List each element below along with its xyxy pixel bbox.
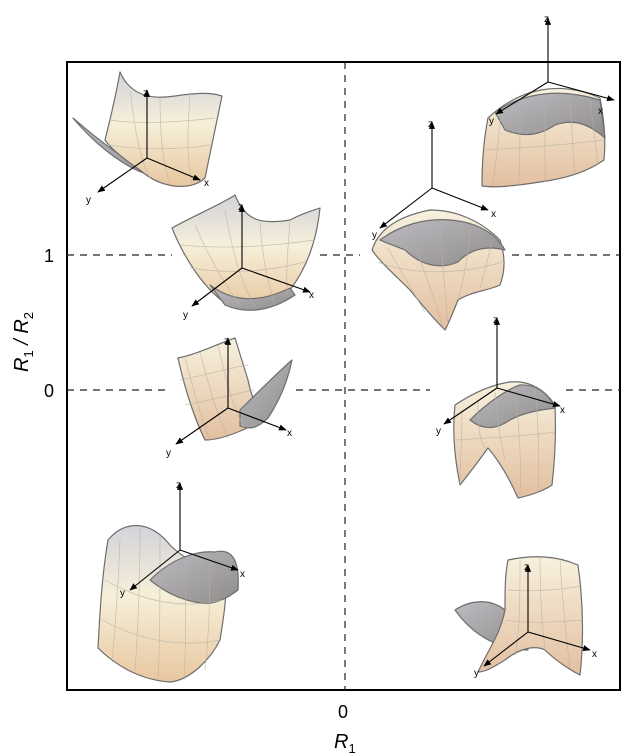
- surface-cap-top-right: [481, 87, 606, 188]
- svg-text:x: x: [309, 290, 314, 301]
- svg-text:x: x: [204, 178, 209, 189]
- svg-text:y: y: [86, 195, 91, 206]
- axes3d-left-middle: z x y: [166, 336, 292, 459]
- plot-frame: [66, 61, 621, 691]
- surface-dome-upper-right: [371, 209, 506, 331]
- svg-text:x: x: [560, 405, 565, 416]
- svg-text:x: x: [287, 428, 292, 439]
- axes3d-right-middle: z x y: [436, 315, 565, 437]
- svg-text:x: x: [598, 106, 603, 117]
- svg-text:y: y: [183, 310, 188, 321]
- svg-text:z: z: [143, 88, 148, 99]
- svg-text:x: x: [240, 569, 245, 580]
- svg-text:z: z: [428, 119, 433, 130]
- axes3d-bottom-right: z x y: [474, 562, 597, 679]
- surface-saddle-bottom-left: [97, 525, 239, 683]
- surface-bowl-upper-left: [171, 194, 321, 311]
- svg-text:x: x: [592, 649, 597, 660]
- svg-text:y: y: [436, 426, 441, 437]
- y-tick-0: 0: [44, 381, 54, 401]
- axes3d-upper-left: z x y: [183, 202, 314, 321]
- svg-text:y: y: [474, 668, 479, 679]
- surface-saddle-bottom-right: [454, 555, 584, 676]
- y-tick-1: 1: [44, 246, 54, 266]
- svg-text:z: z: [493, 315, 498, 326]
- surface-flat-trough-left-middle: [177, 337, 293, 441]
- svg-text:z: z: [524, 562, 529, 573]
- svg-text:z: z: [238, 202, 243, 213]
- axes3d-upper-right: z x y: [372, 119, 496, 241]
- svg-text:y: y: [489, 116, 494, 127]
- svg-text:z: z: [176, 480, 181, 491]
- svg-text:x: x: [491, 209, 496, 220]
- svg-text:y: y: [120, 588, 125, 599]
- surface-ridge-right-middle: [453, 381, 556, 499]
- svg-text:z: z: [544, 14, 549, 25]
- y-axis-title: R1 / R2: [11, 312, 36, 372]
- x-axis-title: R1: [334, 731, 356, 756]
- axes3d-top-left: z x y: [86, 88, 209, 206]
- axes3d-top-right: z x y: [489, 14, 615, 127]
- x-tick-0: 0: [338, 702, 348, 722]
- axes3d-bottom-left: z x y: [120, 480, 245, 599]
- svg-text:y: y: [166, 448, 171, 459]
- svg-text:z: z: [224, 336, 229, 347]
- svg-text:y: y: [372, 230, 377, 241]
- surface-trough-top-left: [72, 71, 223, 187]
